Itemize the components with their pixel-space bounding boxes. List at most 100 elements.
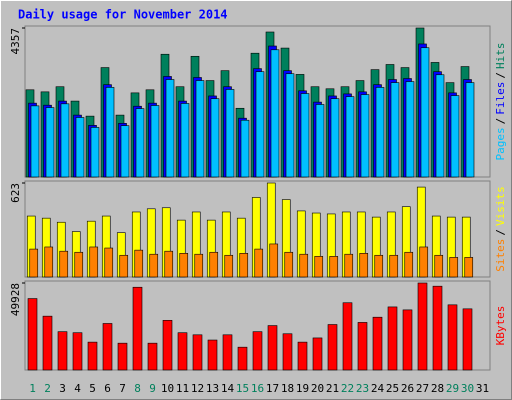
x-tick-label: 22 — [341, 382, 354, 395]
bar — [417, 282, 428, 371]
bar — [449, 257, 459, 278]
bar — [117, 342, 128, 371]
x-tick-label: 30 — [461, 382, 474, 395]
bar — [269, 243, 279, 278]
bar — [44, 246, 54, 278]
bar — [312, 337, 323, 371]
x-tick-label: 12 — [191, 382, 204, 395]
legend-entry: Sites — [494, 239, 507, 272]
bar — [404, 251, 414, 278]
bar — [270, 49, 280, 178]
bar — [465, 82, 475, 178]
bar — [402, 309, 413, 371]
x-tick-label: 13 — [206, 382, 219, 395]
bar — [299, 253, 309, 278]
x-tick-label: 1 — [29, 382, 36, 395]
bar — [210, 98, 220, 178]
bar — [149, 253, 159, 278]
bar — [435, 74, 445, 178]
bar — [462, 308, 473, 371]
bar — [207, 339, 218, 371]
bar — [45, 107, 55, 178]
y-tick-label: 49928 — [9, 283, 22, 316]
bar — [195, 80, 205, 178]
x-tick-label: 17 — [266, 382, 279, 395]
x-tick-label: 6 — [104, 382, 111, 395]
bar — [252, 331, 263, 371]
x-tick-label: 9 — [149, 382, 156, 395]
x-tick-label: 7 — [119, 382, 126, 395]
bar — [282, 333, 293, 371]
bar — [57, 331, 68, 371]
bar — [164, 250, 174, 278]
x-tick-label: 24 — [371, 382, 385, 395]
bar — [315, 104, 325, 178]
bar — [165, 79, 175, 178]
x-tick-label: 8 — [134, 382, 141, 395]
bar — [59, 250, 69, 278]
bar — [102, 323, 113, 371]
legend: Pages / Files / Hits — [494, 43, 507, 161]
bar — [387, 306, 398, 371]
bar — [162, 320, 173, 371]
bar — [30, 105, 40, 178]
bar — [237, 346, 248, 371]
bar — [72, 332, 83, 371]
bar — [29, 248, 39, 278]
x-tick-label: 2 — [44, 382, 51, 395]
x-tick-label: 19 — [296, 382, 309, 395]
bar — [239, 253, 249, 278]
bar — [105, 87, 115, 178]
x-tick-label: 21 — [326, 382, 339, 395]
bar — [360, 94, 370, 178]
x-tick-label: 26 — [401, 382, 414, 395]
legend-entry: KBytes — [494, 306, 507, 346]
bar — [74, 251, 84, 278]
legend-separator: / — [494, 118, 507, 125]
bar — [447, 304, 458, 371]
bar — [150, 105, 160, 178]
x-tick-label: 28 — [431, 382, 444, 395]
bar — [329, 256, 339, 278]
legend-entry: Files — [494, 82, 507, 115]
x-tick-label: 16 — [251, 382, 264, 395]
bar — [300, 93, 310, 178]
x-tick-label: 23 — [356, 382, 369, 395]
bar — [267, 325, 278, 371]
y-tick-label: 4357 — [9, 28, 22, 55]
bar — [255, 71, 265, 178]
bar — [60, 103, 70, 178]
bar — [420, 47, 430, 178]
x-tick-label: 14 — [221, 382, 235, 395]
bar — [297, 341, 308, 371]
bar — [27, 298, 38, 371]
bar — [327, 324, 338, 371]
legend-separator: / — [494, 229, 507, 236]
bar — [224, 254, 234, 278]
bar — [179, 253, 189, 278]
x-tick-label: 20 — [311, 382, 324, 395]
bar — [372, 316, 383, 371]
bar — [375, 87, 385, 178]
bar — [87, 341, 98, 371]
legend-entry: Hits — [494, 43, 507, 70]
bar — [389, 254, 399, 278]
bar — [134, 249, 144, 278]
x-tick-label: 15 — [236, 382, 249, 395]
bar — [359, 253, 369, 278]
bar — [284, 251, 294, 278]
legend-separator: / — [494, 72, 507, 79]
bar — [419, 246, 429, 278]
bar — [209, 251, 219, 278]
bar — [357, 322, 368, 371]
bar — [177, 332, 188, 371]
legend: Sites / Visits — [494, 186, 507, 272]
x-tick-label: 18 — [281, 382, 294, 395]
bar — [405, 81, 415, 178]
x-tick-label: 3 — [59, 382, 66, 395]
bar — [330, 98, 340, 178]
x-tick-label: 25 — [386, 382, 399, 395]
bar — [314, 256, 324, 278]
bar — [147, 342, 158, 371]
